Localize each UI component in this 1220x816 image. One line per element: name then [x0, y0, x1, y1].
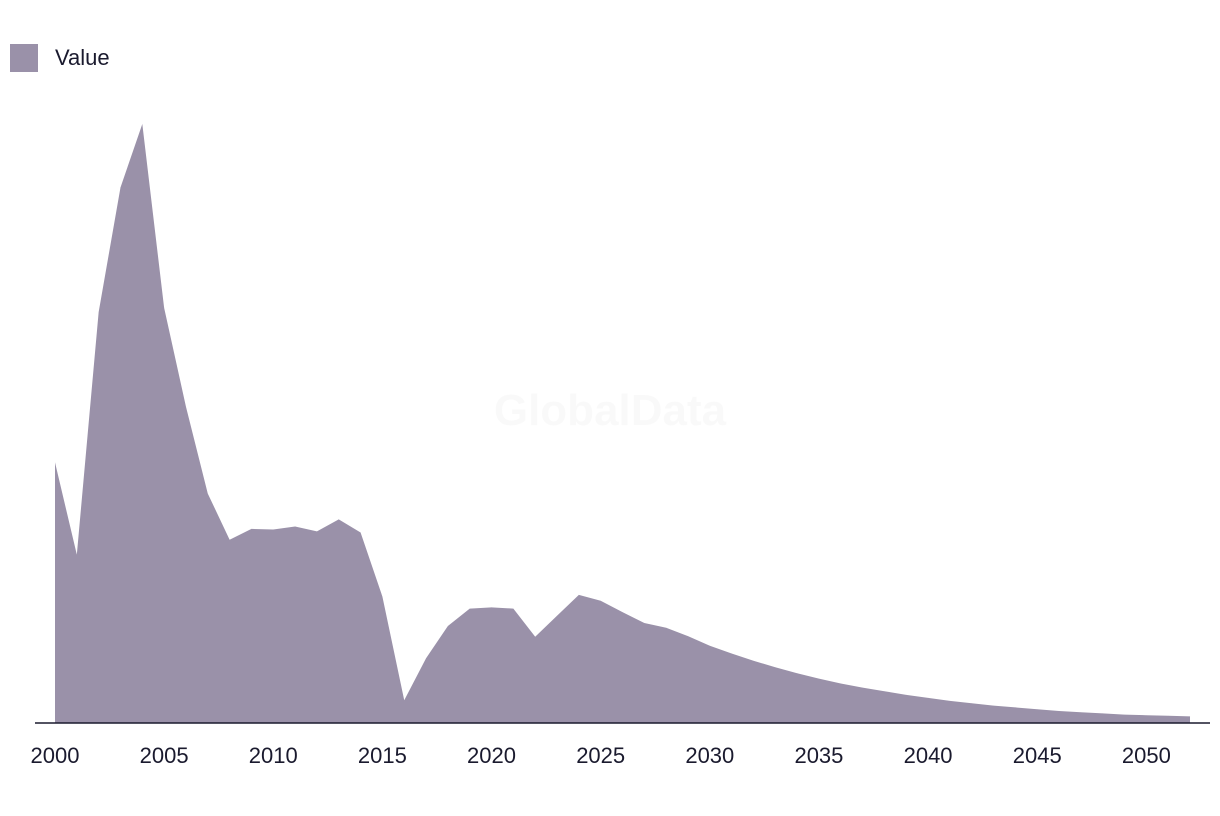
area-series-value: [55, 124, 1190, 723]
watermark: GlobalData: [494, 386, 727, 435]
x-tick-label-2010: 2010: [249, 743, 298, 768]
x-tick-label-2050: 2050: [1122, 743, 1171, 768]
x-tick-label-2005: 2005: [140, 743, 189, 768]
x-tick-label-2025: 2025: [576, 743, 625, 768]
x-tick-label-2030: 2030: [685, 743, 734, 768]
x-tick-label-2040: 2040: [904, 743, 953, 768]
legend-label: Value: [55, 45, 110, 70]
x-tick-label-2045: 2045: [1013, 743, 1062, 768]
x-tick-label-2000: 2000: [31, 743, 80, 768]
legend: Value: [10, 44, 110, 72]
x-tick-label-2015: 2015: [358, 743, 407, 768]
x-tick-label-2035: 2035: [794, 743, 843, 768]
legend-swatch: [10, 44, 38, 72]
x-tick-label-2020: 2020: [467, 743, 516, 768]
